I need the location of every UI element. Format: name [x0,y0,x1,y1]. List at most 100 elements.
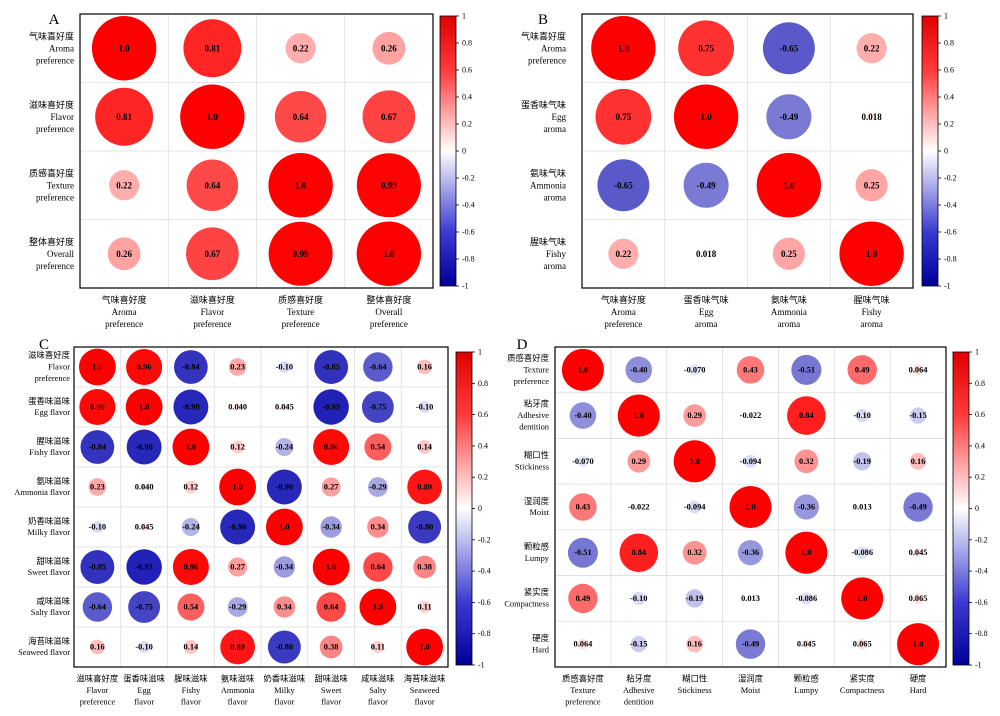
correlation-circle [577,455,589,467]
correlation-value: -0.10 [276,363,293,372]
correlation-circle [406,628,444,666]
correlation-circle [313,428,350,466]
correlation-circle [285,33,316,64]
correlation-circle [748,596,753,601]
correlation-circle [227,597,248,617]
colorbar-tick-label: 0.6 [975,410,985,419]
correlation-circle [597,159,650,212]
correlation-circle [689,364,701,376]
correlation-circle [80,430,115,464]
correlation-circle [173,389,209,425]
correlation-circle [577,638,589,650]
correlation-circle [220,509,256,545]
colorbar-tick-label: 0 [462,147,466,156]
colorbar-tick-label: -0.2 [462,174,475,183]
row-label: 滋味喜好度 Flavor preference [28,350,70,383]
correlation-circle [630,635,647,653]
correlation-circle [274,90,327,143]
correlation-circle [184,480,198,494]
correlation-circle [841,577,884,620]
correlation-circle [794,449,819,474]
correlation-value: 0.99 [381,180,397,190]
correlation-value: -0.90 [229,523,246,532]
correlation-value: -0.29 [369,483,386,492]
correlation-value: 0.16 [687,640,702,649]
correlation-circle [275,437,294,457]
column-label: 腥味气味 Fishy aroma [854,294,890,329]
correlation-value: -0.40 [574,411,591,420]
correlation-circle [856,546,869,559]
correlation-value: -0.10 [416,403,433,412]
colorbar-tick-label: -0.4 [478,567,491,576]
correlation-circle [280,403,289,411]
correlation-value: 1.0 [279,523,289,532]
correlation-value: 1.0 [618,43,630,53]
correlation-circle [595,88,652,145]
correlation-circle [847,355,877,385]
correlation-value: 0.89 [230,643,245,652]
correlation-circle [126,549,162,585]
correlation-value: 0.22 [616,249,632,259]
panel-label: A [49,12,60,28]
correlation-circle [140,483,148,491]
correlation-value: 0.25 [781,249,797,259]
column-label: 滋味喜好度 Flavor preference [190,294,235,329]
correlation-value: 0.013 [853,503,872,512]
colorbar [439,15,457,287]
correlation-value: -0.10 [853,411,870,420]
correlation-circle [913,548,923,558]
correlation-value: 0.065 [853,640,872,649]
correlation-circle [367,516,389,538]
column-label: 腥味滋味 Fishy flavor [174,674,208,707]
correlation-value: -0.49 [742,640,759,649]
panel-label: C [39,337,49,353]
colorbar-tick-label: -0.2 [478,535,491,544]
correlation-value: 1.0 [913,640,923,649]
correlation-value: 1.0 [119,43,131,53]
correlation-value: -0.84 [89,443,107,452]
correlation-circle [231,440,244,454]
colorbar [921,15,939,287]
correlation-value: 0.14 [184,643,199,652]
correlation-value: -0.85 [322,363,339,372]
correlation-value: 0.018 [696,249,717,259]
colorbar-tick-label: 0.6 [462,66,472,75]
correlation-circle [853,452,872,471]
correlation-value: 0.32 [687,548,702,557]
correlation-circle [903,492,933,522]
colorbar-tick-label: 0 [478,504,482,513]
correlation-value: 0.045 [275,403,294,412]
correlation-circle [367,477,388,497]
correlation-circle [180,84,245,149]
row-label: 质感喜好度 Texture preference [29,167,74,202]
correlation-circle [233,403,242,411]
correlation-value: 1.0 [745,503,755,512]
correlation-circle [273,596,296,618]
column-label: 质感喜好度 Texture preference [562,674,604,707]
correlation-value: 0.75 [616,112,632,122]
column-label: 蛋香味气味 Egg aroma [684,294,729,329]
correlation-value: -0.29 [229,603,246,612]
correlation-circle [126,429,162,465]
plot-frame [581,13,914,289]
correlation-value: 0.32 [799,457,814,466]
row-label: 质感喜好度 Texture preference [507,353,549,386]
correlation-value: -0.070 [684,365,706,374]
correlation-value: 0.34 [277,603,292,612]
correlation-value: 1.0 [578,365,588,374]
correlation-circle [128,591,161,623]
correlation-circle [787,396,826,435]
correlation-value: 0.22 [116,180,132,190]
correlation-value: -0.49 [909,503,926,512]
column-label: 氨味气味 Ammonia aroma [771,294,807,329]
correlation-circle [912,364,924,376]
colorbar-tick-label: -0.4 [462,201,475,210]
correlation-circle [736,356,765,384]
colorbar-tick-label: 1 [478,348,482,357]
correlation-circle [591,16,656,81]
colorbar-tick-label: 0 [975,504,979,513]
panel-d: D1.0 -0.40 -0.070 0.43 -0.51 0.49 0.064-0.40 1.… [504,337,987,706]
correlation-circle [417,359,432,375]
colorbar-tick-label: 0.8 [478,379,488,388]
correlation-circle [839,221,904,286]
